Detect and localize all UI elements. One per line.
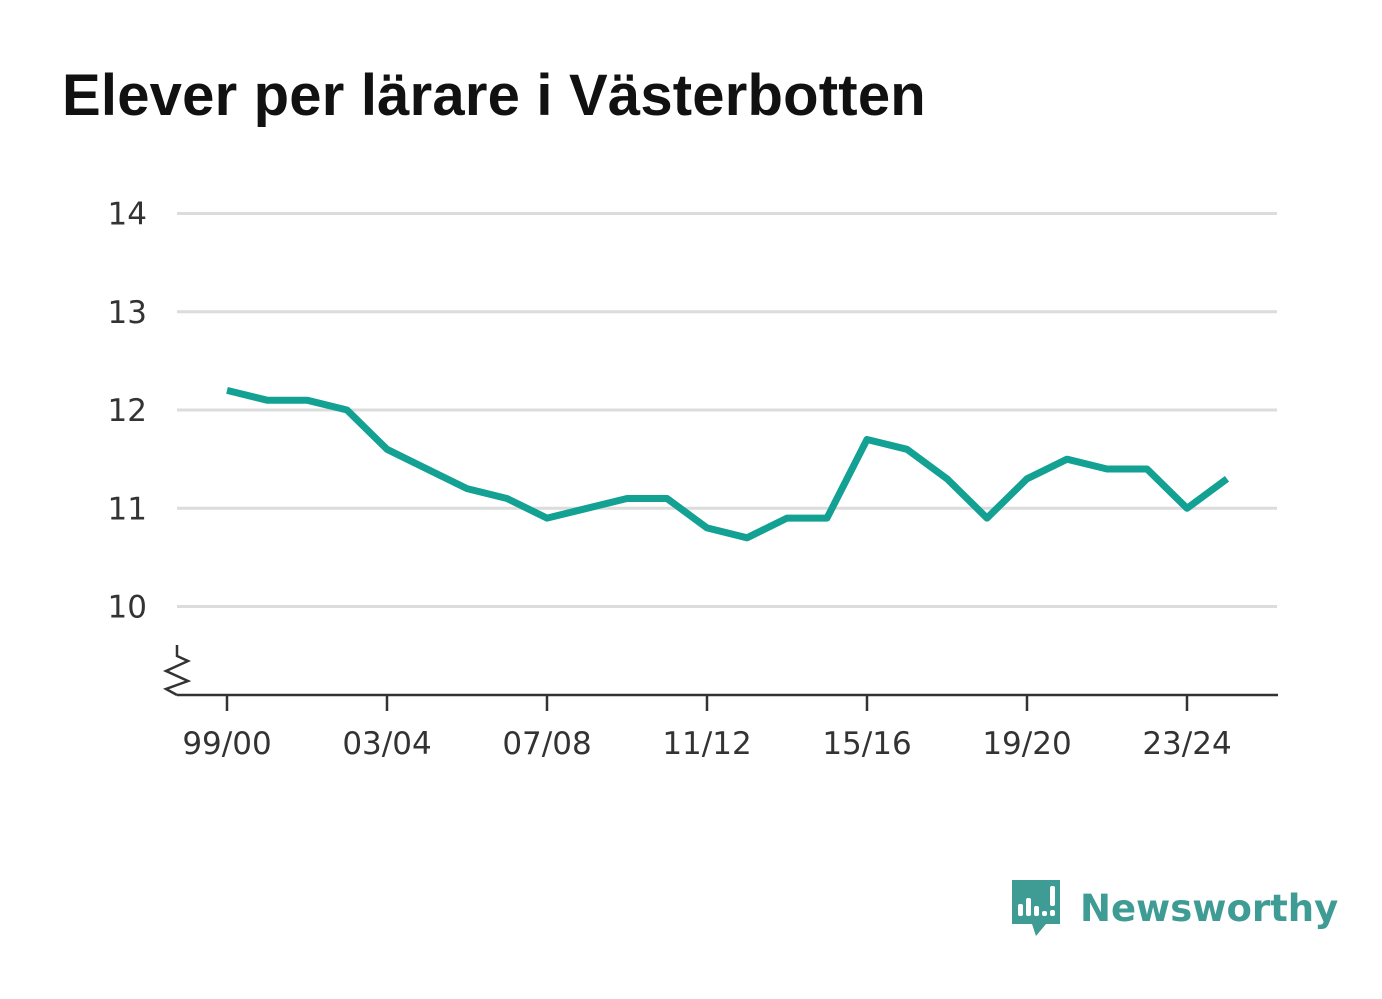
brand-logo: Newsworthy (1010, 878, 1338, 940)
y-tick-label: 13 (108, 295, 147, 331)
x-tick-label: 11/12 (662, 726, 751, 762)
brand-name: Newsworthy (1080, 887, 1339, 930)
y-axis-tick-labels: 10 11 12 13 14 (108, 197, 147, 626)
x-tick-label: 19/20 (982, 726, 1071, 762)
x-tick-label: 23/24 (1142, 726, 1231, 762)
x-tick-label: 07/08 (502, 726, 591, 762)
newsworthy-logo-icon (1012, 880, 1060, 936)
x-tick-label: 03/04 (342, 726, 431, 762)
y-tick-label: 10 (108, 590, 147, 626)
series-line (226, 387, 1230, 542)
gridlines (177, 212, 1277, 609)
y-axis-break-icon (162, 645, 192, 697)
x-axis (162, 645, 1278, 711)
x-tick-label: 99/00 (182, 726, 271, 762)
x-axis-tick-labels: 99/00 03/04 07/08 11/12 15/16 19/20 23/24 (182, 726, 1231, 762)
y-tick-label: 14 (108, 197, 147, 233)
series-layer (226, 387, 1230, 542)
chart-title: Elever per lärare i Västerbotten (62, 63, 926, 128)
y-tick-label: 12 (108, 393, 147, 429)
x-tick-label: 15/16 (822, 726, 911, 762)
y-tick-label: 11 (108, 491, 147, 527)
